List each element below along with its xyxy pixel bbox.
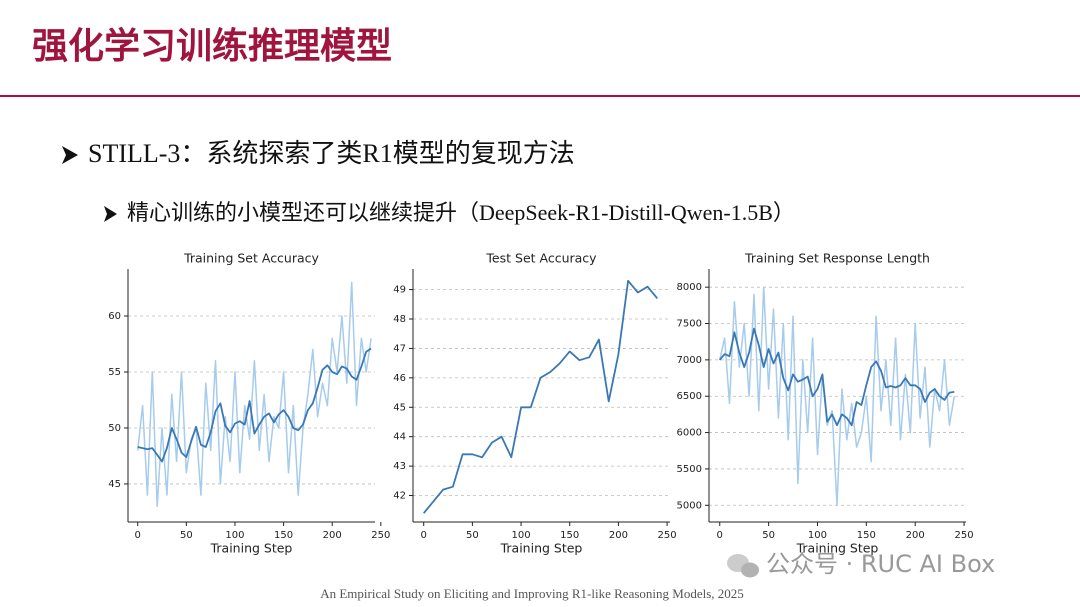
x-tick-label: 250 (371, 530, 390, 541)
x-tick-label: 50 (466, 530, 479, 541)
x-tick-label: 0 (135, 530, 141, 541)
x-tick-label: 100 (225, 530, 244, 541)
y-tick-label: 43 (393, 461, 406, 472)
x-tick-label: 200 (906, 530, 925, 541)
x-tick-label: 0 (717, 530, 723, 541)
chart-title: Training Set Accuracy (183, 251, 319, 266)
chart-title: Training Set Response Length (744, 251, 930, 266)
y-tick-label: 8000 (677, 282, 702, 293)
x-tick-label: 150 (274, 530, 293, 541)
x-tick-label: 250 (954, 530, 973, 541)
x-tick-label: 100 (808, 530, 827, 541)
y-tick-label: 60 (108, 311, 121, 322)
y-tick-label: 42 (393, 491, 406, 502)
data-line (718, 286, 956, 507)
bullet-text: STILL-3：系统探索了类R1模型的复现方法 (88, 139, 575, 168)
x-axis-label: Training Step (210, 541, 293, 556)
x-tick-label: 100 (512, 530, 531, 541)
y-tick-label: 46 (393, 373, 406, 384)
y-tick-label: 44 (393, 432, 406, 443)
y-tick-label: 5000 (677, 500, 702, 511)
y-tick-label: 6500 (677, 391, 702, 402)
x-tick-label: 0 (421, 530, 427, 541)
y-tick-label: 47 (393, 343, 406, 354)
y-tick-label: 45 (108, 479, 121, 490)
y-tick-label: 48 (393, 314, 406, 325)
x-tick-label: 250 (658, 530, 677, 541)
x-tick-label: 150 (857, 530, 876, 541)
x-tick-label: 200 (609, 530, 628, 541)
data-line (137, 347, 372, 463)
y-tick-label: 5500 (677, 464, 702, 475)
footer-citation: An Empirical Study on Eliciting and Impr… (320, 586, 744, 601)
y-tick-label: 7500 (677, 319, 702, 330)
x-axis-label: Training Step (500, 541, 583, 556)
slide-title: 强化学习训练推理模型 (32, 25, 392, 67)
y-tick-label: 7000 (677, 355, 702, 366)
watermark-icon (727, 554, 759, 578)
data-line (136, 281, 372, 508)
data-line (423, 279, 658, 514)
x-tick-label: 50 (180, 530, 193, 541)
x-tick-label: 150 (560, 530, 579, 541)
watermark: 公众号 · RUC AI Box (766, 550, 995, 578)
x-tick-label: 50 (762, 530, 775, 541)
y-tick-label: 6000 (677, 428, 702, 439)
x-axis-label: Training Step (796, 541, 879, 556)
y-tick-label: 55 (108, 367, 121, 378)
x-tick-label: 200 (323, 530, 342, 541)
y-tick-label: 50 (108, 423, 121, 434)
bullet-arrow (62, 146, 78, 164)
bullet-arrow (104, 206, 117, 222)
chart-title: Test Set Accuracy (485, 251, 597, 266)
data-line (719, 327, 955, 427)
y-tick-label: 45 (393, 402, 406, 413)
y-tick-label: 49 (393, 285, 406, 296)
bullet-text: 精心训练的小模型还可以继续提升（DeepSeek-R1-Distill-Qwen… (127, 200, 795, 225)
